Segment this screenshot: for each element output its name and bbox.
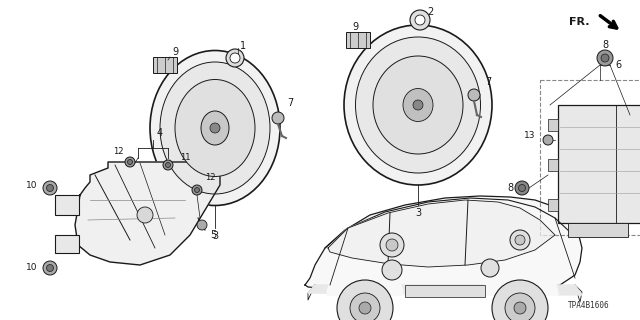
Circle shape bbox=[350, 293, 380, 320]
Text: 7: 7 bbox=[287, 98, 293, 108]
Circle shape bbox=[468, 89, 480, 101]
Circle shape bbox=[337, 280, 393, 320]
Circle shape bbox=[510, 230, 530, 250]
Circle shape bbox=[127, 159, 132, 164]
Polygon shape bbox=[482, 265, 558, 295]
Circle shape bbox=[272, 112, 284, 124]
Bar bbox=[548, 119, 558, 131]
Text: 7: 7 bbox=[485, 77, 491, 87]
Circle shape bbox=[515, 181, 529, 195]
Circle shape bbox=[543, 135, 553, 145]
Text: 9: 9 bbox=[352, 22, 358, 32]
Polygon shape bbox=[305, 196, 582, 295]
Ellipse shape bbox=[373, 56, 463, 154]
Text: 9: 9 bbox=[172, 47, 178, 57]
Circle shape bbox=[163, 160, 173, 170]
Polygon shape bbox=[327, 265, 403, 295]
Bar bbox=[405, 285, 485, 297]
Text: 3: 3 bbox=[212, 231, 218, 241]
Bar bbox=[346, 32, 370, 48]
Circle shape bbox=[492, 280, 548, 320]
Ellipse shape bbox=[175, 79, 255, 177]
Text: 4: 4 bbox=[157, 128, 163, 138]
Text: 10: 10 bbox=[26, 263, 37, 273]
Circle shape bbox=[413, 100, 423, 110]
Bar bbox=[540, 80, 640, 235]
Ellipse shape bbox=[355, 37, 481, 173]
Circle shape bbox=[380, 233, 404, 257]
Circle shape bbox=[47, 185, 54, 191]
Circle shape bbox=[43, 261, 57, 275]
Circle shape bbox=[481, 259, 499, 277]
Circle shape bbox=[137, 207, 153, 223]
Circle shape bbox=[43, 181, 57, 195]
Circle shape bbox=[386, 239, 398, 251]
Circle shape bbox=[410, 10, 430, 30]
Ellipse shape bbox=[150, 51, 280, 205]
Bar bbox=[55, 195, 79, 215]
Circle shape bbox=[166, 163, 170, 167]
Circle shape bbox=[505, 293, 535, 320]
Circle shape bbox=[47, 265, 54, 271]
Text: FR.: FR. bbox=[570, 17, 590, 27]
Circle shape bbox=[197, 220, 207, 230]
Text: 1: 1 bbox=[240, 41, 246, 51]
Circle shape bbox=[125, 157, 135, 167]
Polygon shape bbox=[75, 162, 220, 265]
Ellipse shape bbox=[201, 111, 229, 145]
Circle shape bbox=[192, 185, 202, 195]
Text: TPA4B1606: TPA4B1606 bbox=[568, 301, 610, 310]
Circle shape bbox=[515, 235, 525, 245]
Circle shape bbox=[518, 185, 525, 191]
Circle shape bbox=[601, 54, 609, 62]
Polygon shape bbox=[328, 200, 555, 267]
Circle shape bbox=[210, 123, 220, 133]
Text: 2: 2 bbox=[427, 7, 433, 17]
Bar bbox=[55, 235, 79, 253]
Text: 11: 11 bbox=[180, 154, 191, 163]
Polygon shape bbox=[308, 285, 582, 295]
Text: 6: 6 bbox=[615, 60, 621, 70]
Text: 8: 8 bbox=[507, 183, 513, 193]
Circle shape bbox=[514, 302, 526, 314]
Text: 5: 5 bbox=[210, 230, 216, 240]
Circle shape bbox=[230, 53, 240, 63]
Circle shape bbox=[382, 260, 402, 280]
Bar bbox=[558, 105, 640, 223]
Ellipse shape bbox=[403, 89, 433, 122]
Text: 3: 3 bbox=[415, 208, 421, 218]
Text: 13: 13 bbox=[524, 131, 535, 140]
Text: 8: 8 bbox=[602, 40, 608, 50]
Bar bbox=[548, 159, 558, 171]
Circle shape bbox=[195, 188, 200, 193]
Bar bbox=[153, 57, 177, 73]
Bar bbox=[548, 199, 558, 211]
Text: 12: 12 bbox=[113, 148, 124, 156]
Text: 10: 10 bbox=[26, 181, 37, 190]
Circle shape bbox=[597, 50, 613, 66]
Ellipse shape bbox=[344, 25, 492, 185]
Circle shape bbox=[415, 15, 425, 25]
Circle shape bbox=[359, 302, 371, 314]
Ellipse shape bbox=[160, 62, 270, 194]
Text: 12: 12 bbox=[205, 173, 216, 182]
Circle shape bbox=[226, 49, 244, 67]
Bar bbox=[568, 223, 628, 237]
